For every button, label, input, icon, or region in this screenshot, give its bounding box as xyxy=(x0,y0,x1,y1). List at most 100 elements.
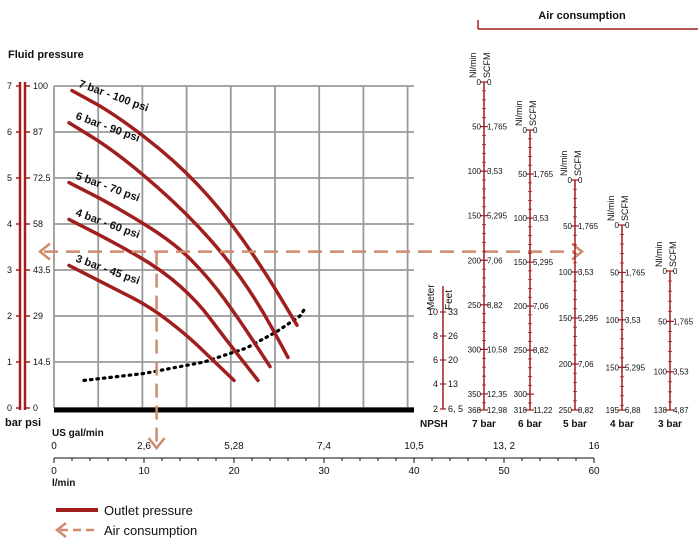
npsh-feet-tick: 33 xyxy=(448,307,458,317)
npsh-meter-tick: 2 xyxy=(433,404,438,414)
air-scale-scfm-unit: SCFM xyxy=(620,196,630,222)
air-scale-scfm-label: 10,58 xyxy=(487,345,508,354)
psi-tick-label: 29 xyxy=(33,311,43,321)
air-scale-scfm-label: 3,53 xyxy=(533,214,549,223)
air-scale-nl-label: 200 xyxy=(468,256,482,265)
air-scale-nl-label: 300 xyxy=(514,390,528,399)
usgal-tick-label: 2,6 xyxy=(137,441,151,452)
pressure-curve xyxy=(70,88,299,327)
usgal-tick-label: 13, 2 xyxy=(493,441,516,452)
air-scale-nl-label: 150 xyxy=(468,212,482,221)
npsh-meter-tick: 10 xyxy=(428,307,438,317)
usgal-tick-label: 16 xyxy=(588,441,600,452)
air-scale-scfm-label: 1,765 xyxy=(673,317,694,326)
air-scale-bar-label: 3 bar xyxy=(658,419,682,430)
air-scale-nl-unit: Nl/min xyxy=(606,195,616,221)
air-scale-scfm-unit: SCFM xyxy=(573,151,583,177)
usgal-tick-label: 10,5 xyxy=(404,441,424,452)
air-scale-nl-label: 150 xyxy=(559,314,573,323)
air-scale-scfm-label: 5,295 xyxy=(533,258,554,267)
psi-tick-label: 14.5 xyxy=(33,357,51,367)
air-scale-nl-label: 50 xyxy=(472,123,481,132)
pressure-curve xyxy=(67,180,272,369)
usgal-tick-label: 0 xyxy=(51,441,57,452)
usgal-tick-label: 5,28 xyxy=(224,441,244,452)
feet-label: Feet xyxy=(444,290,455,310)
air-scale-scfm-label: 3,53 xyxy=(625,316,641,325)
air-scale-scfm-label: 6,88 xyxy=(625,406,641,415)
air-scale-nl-label: 50 xyxy=(563,222,572,231)
bar-tick-label: 4 xyxy=(7,219,12,229)
air-scale-nl-label: 100 xyxy=(654,368,668,377)
air-scale-nl-unit: Nl/min xyxy=(468,52,478,78)
air-scale-scfm-label: 8,82 xyxy=(533,346,549,355)
air-scale-scfm-label: 0 xyxy=(578,176,583,185)
air-scale-scfm-label: 4,87 xyxy=(673,406,689,415)
air-scale-nl-label: 250 xyxy=(514,346,528,355)
pressure-curve xyxy=(67,121,290,360)
us-gal-label: US gal/min xyxy=(52,428,104,439)
npsh-label: NPSH xyxy=(420,419,448,430)
air-arrow-down-head xyxy=(147,437,166,451)
air-scale-nl-label: 250 xyxy=(468,301,482,310)
air-scale-nl-unit: Nl/min xyxy=(559,150,569,176)
lmin-tick-label: 20 xyxy=(228,466,240,477)
air-scale-nl-label: 150 xyxy=(606,363,620,372)
air-scale-nl-label: 100 xyxy=(606,316,620,325)
npsh-feet-tick: 13 xyxy=(448,379,458,389)
air-scale-nl-label: 100 xyxy=(514,214,528,223)
legend-outlet-label: Outlet pressure xyxy=(104,503,193,518)
air-scale-scfm-label: 1,765 xyxy=(625,268,646,277)
air-scale-nl-label: 250 xyxy=(559,406,573,415)
air-scale-scfm-unit: SCFM xyxy=(482,53,492,79)
air-scale-nl-label: 50 xyxy=(610,268,619,277)
air-scale-nl-label: 138 xyxy=(654,406,668,415)
air-scale-bar-label: 6 bar xyxy=(518,419,542,430)
meter-label: Meter xyxy=(426,284,437,310)
air-scale-scfm-label: 1,765 xyxy=(578,222,599,231)
air-scale-nl-label: 318 xyxy=(514,406,528,415)
psi-tick-label: 72.5 xyxy=(33,173,51,183)
air-scale-nl-label: 0 xyxy=(477,78,482,87)
air-consumption-header: Air consumption xyxy=(538,10,626,22)
lmin-tick-label: 50 xyxy=(498,466,510,477)
psi-tick-label: 43.5 xyxy=(33,265,51,275)
air-scale-nl-label: 0 xyxy=(523,126,528,135)
bar-tick-label: 5 xyxy=(7,173,12,183)
air-scale-scfm-label: 1,765 xyxy=(533,170,554,179)
air-scale-nl-label: 100 xyxy=(559,268,573,277)
fluid-pressure-title: Fluid pressure xyxy=(8,49,84,61)
air-scale-scfm-label: 7,06 xyxy=(487,256,503,265)
air-scale-scfm-unit: SCFM xyxy=(668,242,678,268)
pressure-curve-label: 7 bar - 100 psi xyxy=(77,78,150,114)
air-scale-nl-label: 0 xyxy=(663,267,668,276)
bar-tick-label: 3 xyxy=(7,265,12,275)
air-scale-nl-label: 368 xyxy=(468,406,482,415)
air-scale-scfm-label: 5,295 xyxy=(578,314,599,323)
air-scale-scfm-label: 12,98 xyxy=(487,406,508,415)
air-scale-scfm-label: 0 xyxy=(533,126,538,135)
air-scale-scfm-label: 8,82 xyxy=(578,406,594,415)
bar-tick-label: 1 xyxy=(7,357,12,367)
lmin-tick-label: 0 xyxy=(51,466,57,477)
lmin-tick-label: 10 xyxy=(138,466,150,477)
air-scale-scfm-label: 3,53 xyxy=(487,167,503,176)
usgal-tick-label: 7,4 xyxy=(317,441,331,452)
air-scale-scfm-label: 3,53 xyxy=(673,368,689,377)
air-scale-scfm-label: 12,35 xyxy=(487,390,508,399)
air-scale-scfm-label: 7,06 xyxy=(578,360,594,369)
air-scale-bar-label: 4 bar xyxy=(610,419,634,430)
air-scale-bar-label: 7 bar xyxy=(472,419,496,430)
air-scale-nl-label: 100 xyxy=(468,167,482,176)
air-scale-nl-label: 200 xyxy=(514,302,528,311)
air-scale-scfm-label: 5,295 xyxy=(625,363,646,372)
bar-tick-label: 7 xyxy=(7,81,12,91)
air-arrow-left-head xyxy=(37,242,51,261)
air-scale-nl-unit: Nl/min xyxy=(514,100,524,126)
legend-air-arrowhead xyxy=(54,522,67,538)
air-scale-nl-label: 300 xyxy=(468,345,482,354)
air-scale-scfm-unit: SCFM xyxy=(528,101,538,127)
air-scale-scfm-label: 1,765 xyxy=(487,123,508,132)
air-scale-nl-label: 0 xyxy=(615,221,620,230)
psi-tick-label: 87 xyxy=(33,127,43,137)
